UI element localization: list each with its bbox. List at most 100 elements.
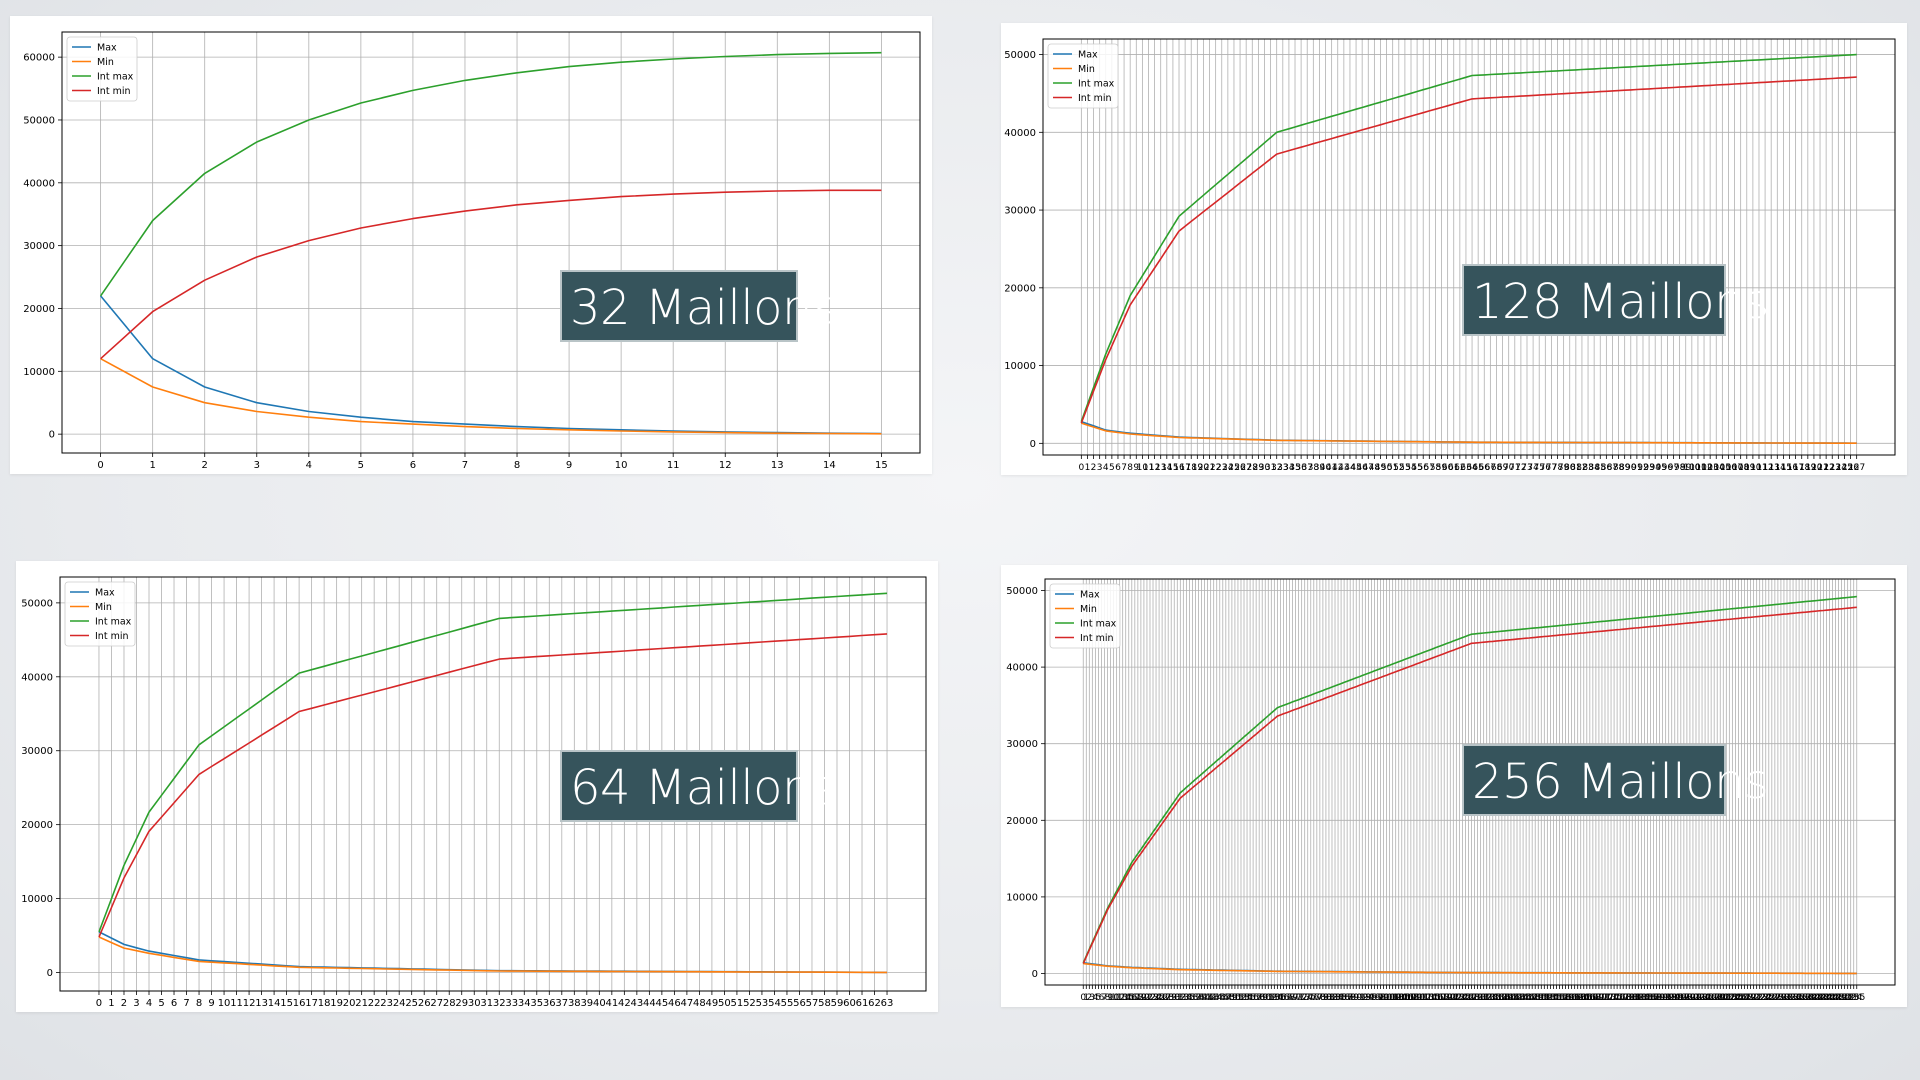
title-label-32-maillons: 32 Maillons	[560, 270, 837, 342]
x-tick-label: 26	[1156, 993, 1168, 1003]
x-tick-label: 30	[468, 998, 481, 1009]
x-tick-label: 40	[1320, 463, 1332, 473]
x-tick-label: 29	[1165, 993, 1177, 1003]
x-tick-label: 44	[643, 998, 656, 1009]
x-tick-label: 41	[1202, 993, 1213, 1003]
x-tick-label: 27	[430, 998, 443, 1009]
legend-label: Int min	[97, 86, 130, 97]
x-tick-label: 17	[305, 998, 318, 1009]
x-tick-label: 99	[1378, 993, 1390, 1003]
x-tick-label: 184	[1633, 993, 1650, 1003]
x-tick-label: 81	[1323, 993, 1334, 1003]
x-tick-label: 8	[1105, 993, 1111, 1003]
x-tick-label: 194	[1663, 993, 1680, 1003]
x-tick-label: 35	[530, 998, 543, 1009]
x-tick-label: 44	[1211, 993, 1223, 1003]
x-tick-label: 34	[518, 998, 531, 1009]
x-tick-label: 23	[1216, 463, 1227, 473]
x-tick-label: 112	[1414, 993, 1431, 1003]
x-tick-label: 26	[418, 998, 431, 1009]
x-tick-label: 33	[1277, 463, 1288, 473]
x-tick-label: 60	[1260, 993, 1272, 1003]
x-tick-label: 33	[505, 998, 518, 1009]
x-tick-label: 140	[1499, 993, 1516, 1003]
legend-label: Int max	[1080, 619, 1117, 630]
x-tick-label: 47	[681, 998, 694, 1009]
x-tick-label: 59	[831, 998, 844, 1009]
x-tick-label: 247	[1824, 993, 1841, 1003]
x-tick-label: 201	[1684, 993, 1701, 1003]
x-tick-label: 8	[1127, 463, 1133, 473]
x-tick-label: 242	[1809, 993, 1826, 1003]
x-tick-label: 14	[1120, 993, 1132, 1003]
x-tick-label: 59	[1256, 993, 1268, 1003]
x-tick-label: 1	[108, 998, 114, 1009]
x-tick-label: 121	[1811, 463, 1828, 473]
x-tick-label: 93	[1360, 993, 1371, 1003]
x-tick-label: 110	[1744, 463, 1761, 473]
x-tick-label: 233	[1781, 993, 1798, 1003]
series-lines	[98, 592, 888, 974]
y-tick-label: 40000	[23, 178, 55, 189]
x-tick-label: 215	[1727, 993, 1744, 1003]
x-tick-label: 65	[1472, 463, 1483, 473]
x-tick-label: 180	[1621, 993, 1638, 1003]
x-tick-label: 167	[1581, 993, 1598, 1003]
x-tick-label: 39	[1196, 993, 1208, 1003]
x-tick-label: 79	[1558, 463, 1570, 473]
x-tick-label: 75	[1305, 993, 1316, 1003]
x-tick-label: 193	[1660, 993, 1677, 1003]
y-tick-label: 30000	[1006, 739, 1038, 750]
x-tick-label: 25	[405, 998, 418, 1009]
x-tick-label: 118	[1433, 993, 1450, 1003]
x-tick-label: 51	[1232, 993, 1243, 1003]
x-tick-label: 89	[1619, 463, 1631, 473]
x-tick-label: 52	[1235, 993, 1246, 1003]
plot-frame	[59, 576, 927, 992]
x-tick-label: 19	[1135, 993, 1147, 1003]
x-tick-label: 173	[1599, 993, 1616, 1003]
x-tick-label: 94	[1649, 463, 1661, 473]
x-tick-label: 50	[1229, 993, 1241, 1003]
x-tick-label: 175	[1605, 993, 1622, 1003]
x-tick-label: 101	[1689, 463, 1706, 473]
y-tick-label: 30000	[21, 746, 53, 757]
x-tick-label: 58	[818, 998, 831, 1009]
x-tick-label: 137	[1490, 993, 1507, 1003]
x-tick-label: 96	[1662, 463, 1674, 473]
x-tick-label: 100	[1378, 993, 1395, 1003]
x-tick-label: 21	[1141, 993, 1152, 1003]
x-tick-label: 133	[1478, 993, 1495, 1003]
x-tick-label: 143	[1508, 993, 1525, 1003]
x-tick-label: 6	[1115, 463, 1121, 473]
x-tick-label: 221	[1745, 993, 1762, 1003]
x-tick-label: 11	[1143, 463, 1154, 473]
x-tick-label: 159	[1557, 993, 1574, 1003]
x-tick-label: 92	[1637, 463, 1648, 473]
x-tick-label: 160	[1560, 993, 1577, 1003]
x-tick-label: 0	[1080, 993, 1086, 1003]
x-tick-label: 41	[605, 998, 618, 1009]
chart-128-maillons: 0 1 2 3 4 5 6 7 8 9101112131415161718192021222324…	[1004, 38, 1896, 473]
x-tick-label: 134	[1481, 993, 1498, 1003]
x-tick-label: 195	[1666, 993, 1683, 1003]
x-tick-label: 138	[1493, 993, 1510, 1003]
x-tick-label: 239	[1800, 993, 1817, 1003]
x-tick-label: 83	[1329, 993, 1340, 1003]
x-tick-label: 214	[1724, 993, 1741, 1003]
x-tick-label: 182	[1627, 993, 1644, 1003]
x-tick-label: 69	[1497, 463, 1509, 473]
x-tick-label: 174	[1602, 993, 1619, 1003]
x-tick-label: 129	[1466, 993, 1483, 1003]
x-tick-label: 228	[1766, 993, 1783, 1003]
y-tick-label: 0	[47, 968, 53, 979]
x-tick-label: 82	[1576, 463, 1587, 473]
x-tick-label: 240	[1803, 993, 1820, 1003]
x-tick-label: 85	[1595, 463, 1606, 473]
legend-label: Int max	[97, 72, 134, 83]
x-tick-label: 125	[1454, 993, 1471, 1003]
x-tick-label: 91	[1354, 993, 1365, 1003]
x-tick-label: 113	[1417, 993, 1434, 1003]
x-tick-label: 253	[1842, 993, 1859, 1003]
x-tick-label: 158	[1554, 993, 1571, 1003]
